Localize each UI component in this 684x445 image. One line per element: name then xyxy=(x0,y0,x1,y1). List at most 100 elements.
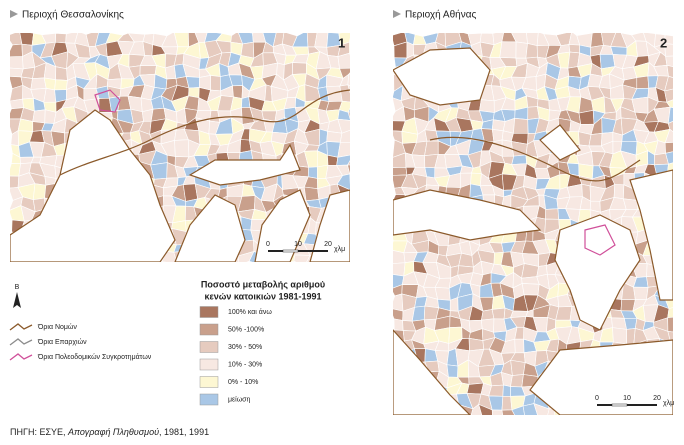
municipality xyxy=(290,260,295,262)
municipality xyxy=(677,118,684,135)
municipality xyxy=(525,43,538,59)
municipality xyxy=(327,154,339,166)
scale-label: 10 xyxy=(294,241,302,248)
municipality xyxy=(293,254,311,262)
municipality xyxy=(665,55,673,68)
scale-bar xyxy=(611,403,628,407)
municipality xyxy=(503,418,517,431)
municipality xyxy=(349,41,350,54)
municipality xyxy=(610,46,628,56)
municipality xyxy=(43,87,57,103)
municipality xyxy=(677,162,684,179)
municipality xyxy=(326,85,343,102)
municipality xyxy=(470,403,483,415)
boundary-prefecture xyxy=(429,136,641,182)
municipality xyxy=(207,265,221,273)
municipality xyxy=(501,409,515,415)
municipality xyxy=(468,337,485,352)
sea xyxy=(393,329,471,415)
municipality xyxy=(350,218,363,231)
municipality xyxy=(502,384,511,397)
municipality xyxy=(339,84,350,103)
municipality xyxy=(352,142,363,154)
municipality xyxy=(491,119,506,132)
municipality xyxy=(19,33,34,46)
municipality xyxy=(303,186,320,202)
municipality xyxy=(305,266,319,275)
municipality xyxy=(679,316,684,332)
boundary-urban xyxy=(584,224,616,256)
north-arrow xyxy=(13,292,21,308)
municipality xyxy=(677,385,684,397)
municipality xyxy=(668,417,682,430)
map-athens xyxy=(393,33,684,431)
scale-label: 0 xyxy=(266,241,270,248)
municipality xyxy=(665,151,673,165)
municipality xyxy=(143,265,154,276)
scale-label: 20 xyxy=(653,395,661,402)
municipality xyxy=(194,261,196,262)
legend-title: Ποσοστό μεταβολής αριθμού xyxy=(201,279,325,289)
municipality xyxy=(603,414,617,415)
municipality xyxy=(337,261,350,262)
municipality xyxy=(347,84,350,94)
municipality xyxy=(511,405,525,415)
municipality xyxy=(678,65,684,80)
scale-label: 10 xyxy=(623,395,631,402)
municipality xyxy=(678,87,684,102)
municipality xyxy=(616,414,618,415)
municipality xyxy=(679,332,684,341)
legend-swatch xyxy=(199,341,219,353)
municipality xyxy=(679,175,684,185)
municipality xyxy=(511,154,527,165)
sea xyxy=(174,194,246,262)
municipality xyxy=(679,198,684,211)
legend-label: 10% - 30% xyxy=(228,361,262,368)
municipality xyxy=(677,408,684,421)
municipality xyxy=(599,54,616,70)
municipality xyxy=(513,117,529,134)
municipality xyxy=(347,111,350,120)
municipality xyxy=(210,75,221,92)
municipality xyxy=(348,72,350,75)
legend-swatch xyxy=(199,358,219,371)
municipality xyxy=(676,251,684,265)
municipality xyxy=(347,243,350,251)
municipality xyxy=(434,286,451,301)
municipality xyxy=(588,133,603,147)
municipality xyxy=(547,414,549,415)
municipality xyxy=(160,261,163,262)
municipality xyxy=(39,260,42,262)
municipality xyxy=(66,261,68,262)
municipality xyxy=(681,109,684,118)
municipality xyxy=(533,403,550,415)
municipality xyxy=(449,297,459,312)
municipality xyxy=(677,295,684,311)
municipality xyxy=(347,249,350,262)
municipality xyxy=(348,237,350,245)
municipality xyxy=(481,309,495,321)
municipality xyxy=(349,173,350,186)
scale-bar xyxy=(282,249,299,253)
municipality xyxy=(510,359,526,376)
municipality xyxy=(10,175,20,189)
municipality xyxy=(346,160,350,166)
municipality xyxy=(66,261,71,262)
municipality xyxy=(466,382,484,395)
municipality xyxy=(501,395,513,411)
municipality xyxy=(470,172,482,187)
municipality xyxy=(578,109,595,125)
sea xyxy=(554,214,641,331)
municipality xyxy=(613,184,625,200)
municipality xyxy=(106,260,114,262)
municipality xyxy=(676,142,684,151)
municipality xyxy=(132,263,144,279)
municipality xyxy=(521,263,539,279)
municipality xyxy=(680,56,684,69)
municipality xyxy=(218,262,232,272)
municipality xyxy=(393,293,404,312)
municipality xyxy=(499,41,517,59)
municipality xyxy=(483,419,495,428)
map-title: Περιοχή Θεσσαλονίκης xyxy=(22,9,124,21)
municipality xyxy=(677,264,684,278)
